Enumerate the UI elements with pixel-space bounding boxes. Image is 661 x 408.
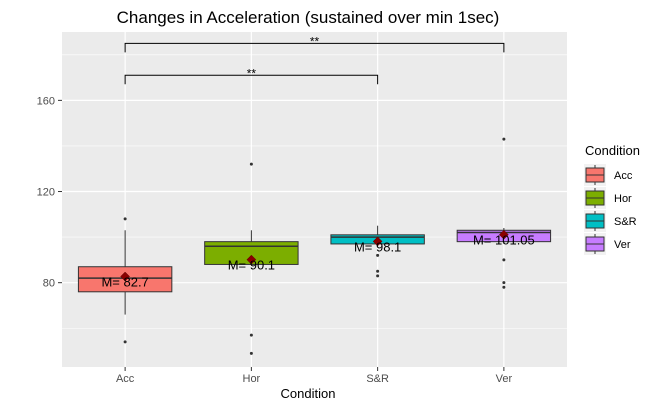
y-tick-label: 160 <box>37 95 55 107</box>
chart-title: Changes in Acceleration (sustained over … <box>117 8 500 27</box>
mean-label: M= 101.05 <box>473 233 535 248</box>
outlier-point <box>249 162 253 166</box>
plot-panel <box>62 32 567 367</box>
legend-label: S&R <box>614 216 637 228</box>
y-tick-label: 80 <box>43 278 55 290</box>
box-group-1: M= 82.7 <box>77 217 173 344</box>
mean-label: M= 82.7 <box>101 275 148 290</box>
significance-label: ** <box>247 66 257 80</box>
bracket-line <box>124 74 379 85</box>
box-group-3: M= 98.1 <box>330 225 425 278</box>
outlier-point <box>249 333 253 337</box>
outlier-point <box>123 340 127 344</box>
outlier-point <box>502 281 506 285</box>
significance-label: ** <box>310 34 320 48</box>
legend-item-1: Acc <box>584 164 633 186</box>
x-tick-label: Acc <box>116 373 135 385</box>
mean-label: M= 98.1 <box>354 239 401 254</box>
x-tick-label: S&R <box>366 373 389 385</box>
box-group-4: M= 101.05 <box>456 137 552 289</box>
x-axis-ticks: Acc Hor S&R Ver <box>116 367 513 385</box>
legend-label: Hor <box>614 193 632 205</box>
y-axis-ticks: 80 120 160 <box>37 95 62 290</box>
mean-marker <box>372 236 383 247</box>
outlier-point <box>123 217 127 221</box>
significance-bracket: ** <box>124 34 505 53</box>
legend-label: Acc <box>614 170 633 182</box>
box-group-2: M= 90.1 <box>204 162 299 355</box>
x-tick-label: Ver <box>496 373 513 385</box>
mean-marker <box>499 229 509 240</box>
legend-item-2: Hor <box>584 187 632 209</box>
mean-label: M= 90.1 <box>228 258 275 273</box>
significance-bracket: ** <box>124 66 379 85</box>
legend-label: Ver <box>614 239 631 251</box>
legend-title: Condition <box>585 143 640 158</box>
legend-item-4: Ver <box>584 233 631 255</box>
x-tick-label: Hor <box>243 373 261 385</box>
outlier-point <box>502 137 506 141</box>
bracket-line <box>124 42 505 53</box>
outlier-point <box>502 285 506 289</box>
outlier-point <box>376 274 380 278</box>
mean-marker <box>246 254 257 265</box>
mean-marker <box>120 271 130 282</box>
legend-item-3: S&R <box>584 210 637 232</box>
y-tick-label: 120 <box>37 187 55 199</box>
outlier-point <box>502 258 506 262</box>
boxes: M= 82.7 M= 90.1 M= 98.1 M= 101.05 <box>77 137 552 355</box>
outlier-point <box>249 351 253 355</box>
x-axis-title: Condition <box>281 386 336 401</box>
significance-brackets: ** ** <box>124 34 505 85</box>
outlier-point <box>376 253 380 257</box>
legend: Condition Acc Hor S&R Ver <box>584 143 640 255</box>
outlier-point <box>376 269 380 273</box>
